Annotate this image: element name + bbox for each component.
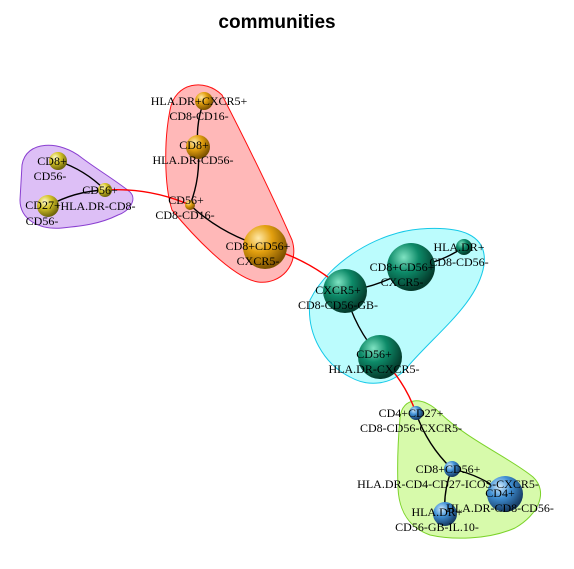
node-g2[interactable] [444,461,460,477]
node-label-p2-0: CD56+ [82,183,118,197]
node-label-g1-0: CD4+CD27+ [379,406,444,420]
node-r4[interactable] [243,225,287,269]
node-label-c3-1: CD8-CD56-GB- [298,298,378,312]
node-p3[interactable] [37,195,59,217]
node-label-g2-0: CD8+CD56+ [416,462,481,476]
node-labels: CD8+CD56-CD56+CD27+CD56-HLA.DR-CD8-HLA.D… [25,94,554,534]
node-label-c3-0: CXCR5+ [315,283,361,297]
node-c2[interactable] [456,239,472,255]
community-hull-cyan [308,227,485,384]
node-label-c2-1: CD8-CD56- [429,255,488,269]
node-c1[interactable] [387,243,435,291]
nodes [37,92,523,526]
edge-p2-r3 [104,188,191,206]
node-r1[interactable] [195,92,213,110]
node-r3[interactable] [185,200,195,210]
node-g1[interactable] [409,406,423,420]
node-label-c1-0: CD8+CD56+ [370,260,435,274]
node-p1[interactable] [49,152,67,170]
node-label-g2-1: HLA.DR-CD4-CD27-ICOS-CXCR5- [357,477,539,491]
node-r2[interactable] [186,135,210,159]
node-label-r1-1: CD8-CD16- [169,109,228,123]
node-label-r3-0: CD56+ [168,193,204,207]
node-label-g3-0: CD4+ [485,486,515,500]
node-label-p3b-0: HLA.DR-CD8- [61,199,136,213]
node-label-g4-0: HLA.DR+ [411,505,462,519]
node-label-p3-0: CD27+ [25,198,61,212]
node-label-r2-0: CD8+ [179,138,209,152]
node-label-r1-0: HLA.DR+CXCR5+ [151,94,248,108]
node-label-g4-1: CD56-GB-IL.10- [395,520,479,534]
node-label-c1-1: CXCR5- [381,275,424,289]
node-p2[interactable] [98,183,112,197]
node-label-g1-1: CD8-CD56-CXCR5- [360,421,462,435]
node-label-g3-1: HLA.DR-CD8-CD56- [446,501,554,515]
node-label-r3-1: CD8-CD16- [155,208,214,222]
graph-title: communities [218,12,335,33]
node-label-r4-0: CD8+CD56+ [226,239,291,253]
node-label-p1-1: CD56- [34,169,67,183]
node-label-r2-1: HLA.DR-CD56- [153,153,234,167]
node-g3[interactable] [487,476,523,512]
node-label-c2-0: HLA.DR+ [433,240,484,254]
node-c3[interactable] [323,269,367,313]
node-label-p3-1: CD56- [26,214,59,228]
node-label-c4-1: HLA.DR-CXCR5- [328,362,419,376]
node-g4[interactable] [433,502,457,526]
node-label-p1-0: CD8+ [37,154,67,168]
node-label-c4-0: CD56+ [356,347,392,361]
node-label-r4-1: CXCR5- [237,254,280,268]
node-c4[interactable] [358,335,402,379]
